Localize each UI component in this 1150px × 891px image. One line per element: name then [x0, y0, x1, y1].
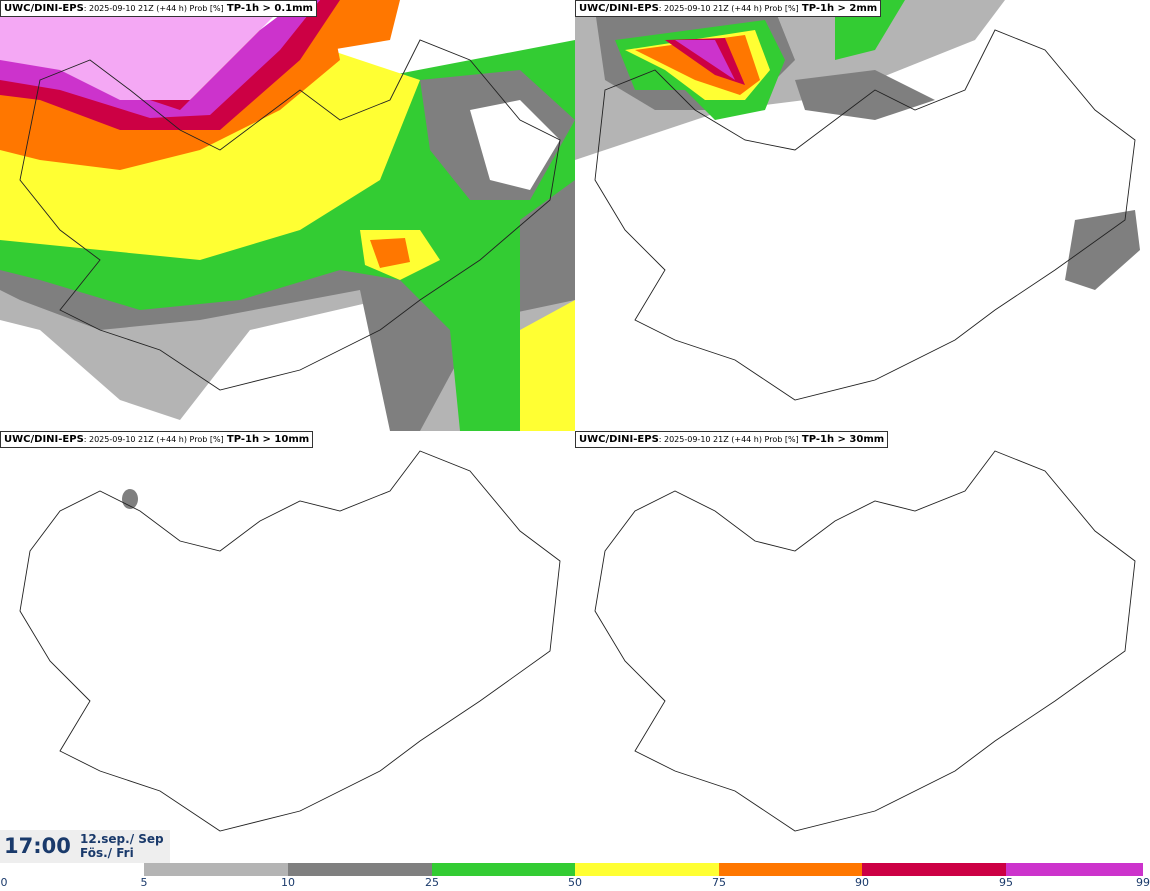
colorbar-tick-label: 10 [281, 876, 295, 889]
map-panel-tp-10mm: UWC/DINI-EPS: 2025-09-10 21Z (+44 h) Pro… [0, 431, 575, 862]
panel-title: UWC/DINI-EPS: 2025-09-10 21Z (+44 h) Pro… [0, 0, 317, 17]
probability-colorbar: 0 5 10 25 50 75 90 95 99 [0, 863, 1150, 891]
colorbar-tick-label: 75 [712, 876, 726, 889]
panel-meta: : 2025-09-10 21Z (+44 h) Prob [%] [658, 4, 799, 13]
colorbar-tick-label: 0 [0, 876, 8, 889]
panel-source: UWC/DINI-EPS [4, 434, 84, 445]
colorbar-segment [288, 863, 432, 876]
colorbar-segment [1006, 863, 1143, 876]
panel-parameter: TP-1h > 0.1mm [226, 3, 313, 14]
probability-map [575, 431, 1150, 862]
valid-time: 17:00 [4, 834, 71, 858]
colorbar-tick-label: 99 [1136, 876, 1150, 889]
panel-title: UWC/DINI-EPS: 2025-09-10 21Z (+44 h) Pro… [575, 0, 882, 17]
map-panel-tp-2mm: UWC/DINI-EPS: 2025-09-10 21Z (+44 h) Pro… [575, 0, 1150, 431]
colorbar-tick-label: 25 [425, 876, 439, 889]
panel-source: UWC/DINI-EPS [4, 3, 84, 14]
colorbar-tick-label: 90 [855, 876, 869, 889]
panel-source: UWC/DINI-EPS [579, 434, 659, 445]
colorbar-tick-label: 95 [999, 876, 1013, 889]
colorbar-segment [4, 863, 144, 876]
panel-meta: : 2025-09-10 21Z (+44 h) Prob [%] [83, 435, 224, 444]
panel-title: UWC/DINI-EPS: 2025-09-10 21Z (+44 h) Pro… [575, 431, 889, 448]
colorbar-segment [719, 863, 862, 876]
probability-map [575, 0, 1150, 431]
panel-parameter: TP-1h > 10mm [226, 434, 310, 445]
valid-time-box: 17:00 12.sep./ Sep Fös./ Fri [0, 830, 170, 863]
panel-title: UWC/DINI-EPS: 2025-09-10 21Z (+44 h) Pro… [0, 431, 314, 448]
colorbar-segment [862, 863, 1006, 876]
colorbar-tick-label: 5 [140, 876, 148, 889]
map-panel-tp-0.1mm: UWC/DINI-EPS: 2025-09-10 21Z (+44 h) Pro… [0, 0, 575, 431]
valid-date-line2: Fös./ Fri [80, 846, 134, 860]
valid-date-line1: 12.sep./ Sep [80, 832, 164, 846]
map-panel-tp-30mm: UWC/DINI-EPS: 2025-09-10 21Z (+44 h) Pro… [575, 431, 1150, 862]
panel-parameter: TP-1h > 2mm [801, 3, 878, 14]
panel-meta: : 2025-09-10 21Z (+44 h) Prob [%] [83, 4, 224, 13]
probability-map [0, 431, 575, 862]
panel-source: UWC/DINI-EPS [579, 3, 659, 14]
colorbar-segment [575, 863, 719, 876]
colorbar-segment [432, 863, 575, 876]
valid-date: 12.sep./ Sep Fös./ Fri [80, 832, 164, 860]
probability-map [0, 0, 575, 431]
colorbar-segment [144, 863, 288, 876]
panel-parameter: TP-1h > 30mm [801, 434, 885, 445]
colorbar-tick-label: 50 [568, 876, 582, 889]
panel-meta: : 2025-09-10 21Z (+44 h) Prob [%] [658, 435, 799, 444]
